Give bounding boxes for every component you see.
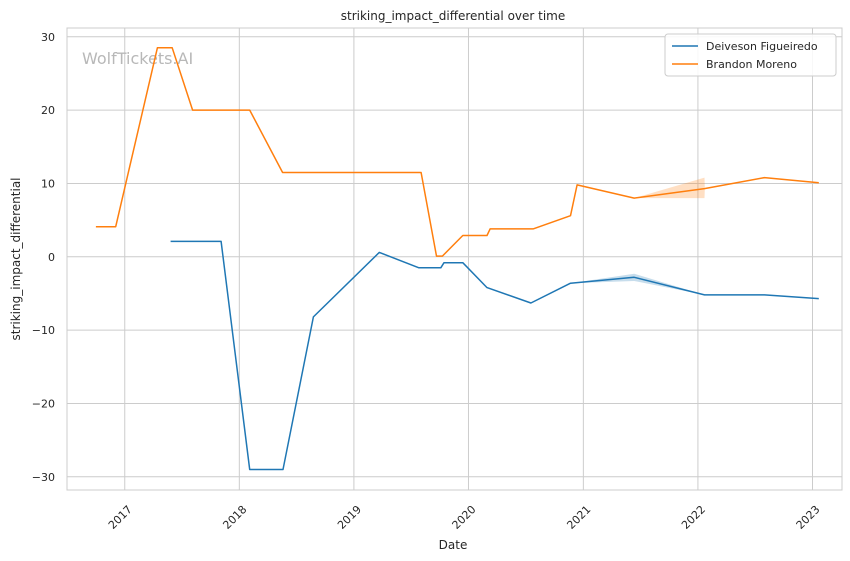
chart-title: striking_impact_differential over time bbox=[341, 9, 566, 23]
x-tick-label: 2020 bbox=[450, 503, 479, 532]
series-line bbox=[95, 47, 819, 257]
plot-frame bbox=[66, 27, 843, 491]
y-tick-label: 30 bbox=[41, 31, 55, 44]
legend-label-brandon-moreno: Brandon Moreno bbox=[706, 58, 797, 71]
series-band bbox=[570, 273, 705, 295]
x-tick-label: 2023 bbox=[794, 503, 823, 532]
watermark-text: WolfTickets.AI bbox=[82, 49, 193, 68]
confidence-bands bbox=[570, 177, 705, 295]
y-tick-label: −20 bbox=[32, 397, 55, 410]
x-axis-label: Date bbox=[439, 538, 468, 552]
y-tick-label: −30 bbox=[32, 471, 55, 484]
y-tick-label: 0 bbox=[48, 251, 55, 264]
x-tick-label: 2017 bbox=[106, 503, 135, 532]
x-tick-label: 2022 bbox=[679, 503, 708, 532]
x-tick-label: 2019 bbox=[335, 503, 364, 532]
grid-lines bbox=[67, 28, 842, 490]
series-lines bbox=[95, 47, 819, 471]
y-tick-label: 10 bbox=[41, 177, 55, 190]
series-line bbox=[170, 240, 819, 471]
y-tick-label: 20 bbox=[41, 104, 55, 117]
series-band bbox=[634, 177, 705, 199]
y-tick-label: −10 bbox=[32, 324, 55, 337]
legend-label-deiveson-figueiredo: Deiveson Figueiredo bbox=[706, 40, 818, 53]
x-tick-labels: 2017 2018 2019 2020 2021 2022 2023 bbox=[106, 503, 823, 532]
x-tick-label: 2018 bbox=[220, 503, 249, 532]
legend-box bbox=[664, 33, 837, 77]
y-tick-labels: 30 20 10 0 −10 −20 −30 bbox=[32, 31, 55, 484]
legend: Deiveson Figueiredo Brandon Moreno bbox=[664, 33, 837, 77]
y-axis-label: striking_impact_differential bbox=[9, 177, 23, 340]
x-tick-label: 2021 bbox=[564, 503, 593, 532]
